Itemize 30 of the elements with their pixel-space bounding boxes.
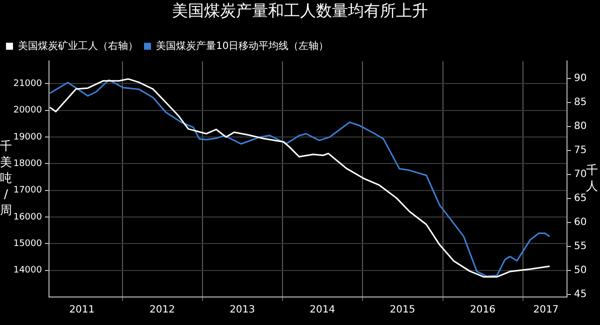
x-tick-label: 2016 — [470, 304, 496, 316]
y2-tick-label: 70 — [574, 169, 587, 180]
y-tick-label: 19000 — [13, 132, 42, 142]
legend-label: 美国煤炭矿业工人（右轴） — [18, 40, 138, 52]
y-tick-label: 20000 — [13, 106, 42, 116]
x-tick-label: 2011 — [69, 304, 95, 316]
y2-tick-label: 45 — [574, 289, 587, 300]
y2-tick-label: 90 — [574, 73, 587, 84]
y2-axis-title: 千人 — [586, 163, 598, 194]
y-tick-label: 14000 — [13, 266, 42, 276]
y2-tick-label: 55 — [574, 241, 587, 252]
x-tick-label: 2015 — [390, 304, 416, 316]
x-tick-label: 2014 — [310, 304, 336, 316]
y2-tick-label: 65 — [574, 193, 587, 204]
y2-tick-label: 60 — [574, 217, 587, 228]
legend-label: 美国煤炭产量10日移动平均线（左轴） — [156, 40, 329, 52]
y-tick-label: 15000 — [13, 238, 42, 249]
y2-tick-label: 75 — [574, 145, 587, 156]
y2-tick-label: 85 — [574, 97, 587, 108]
y-axis-title: 千美吨/周 — [0, 139, 12, 218]
y2-tick-label: 50 — [574, 265, 587, 276]
y-tick-label: 18000 — [13, 158, 42, 169]
y2-tick-label: 80 — [574, 121, 587, 132]
y-tick-label: 21000 — [13, 78, 42, 89]
x-tick-label: 2017 — [533, 304, 559, 316]
y-tick-label: 17000 — [13, 186, 42, 196]
x-tick-label: 2013 — [230, 304, 256, 316]
chart-title: 美国煤炭产量和工人数量均有所上升 — [172, 0, 428, 20]
y-tick-label: 16000 — [13, 212, 42, 222]
x-tick-label: 2012 — [149, 304, 175, 316]
